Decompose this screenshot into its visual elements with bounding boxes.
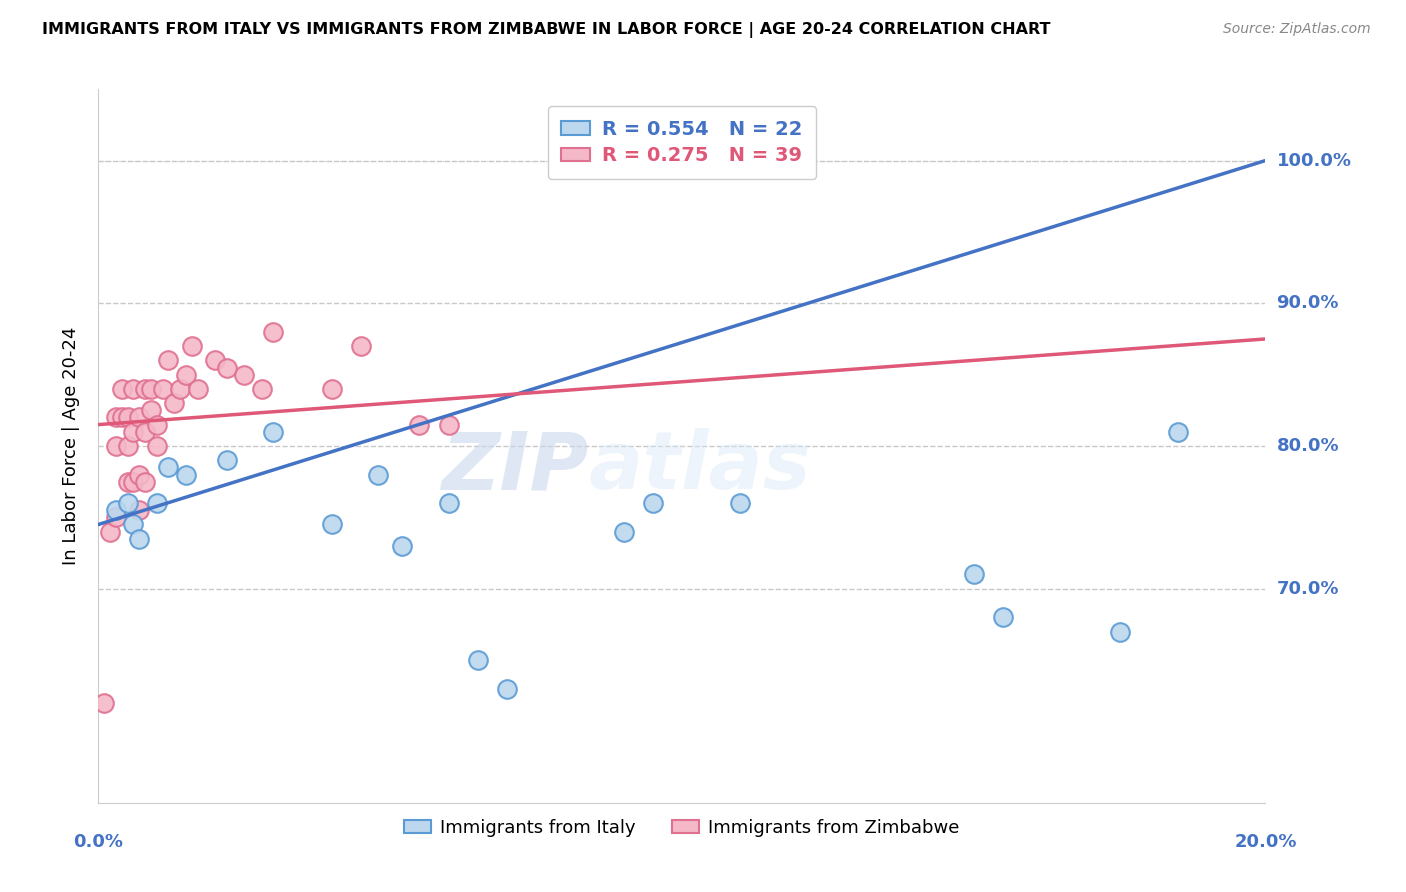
Point — [111, 382, 134, 396]
Point — [233, 368, 256, 382]
Point — [98, 524, 121, 539]
Point — [215, 360, 238, 375]
Point — [111, 410, 134, 425]
Point — [991, 610, 1014, 624]
Point — [128, 410, 150, 425]
Point — [187, 382, 209, 396]
Point — [134, 425, 156, 439]
Point — [437, 417, 460, 432]
Point — [321, 382, 343, 396]
Point — [146, 439, 169, 453]
Point — [152, 382, 174, 396]
Point — [117, 496, 139, 510]
Point — [1108, 624, 1130, 639]
Point — [174, 467, 197, 482]
Point — [117, 475, 139, 489]
Text: 100.0%: 100.0% — [1277, 152, 1351, 169]
Point — [134, 382, 156, 396]
Point — [117, 410, 139, 425]
Text: 20.0%: 20.0% — [1234, 833, 1296, 851]
Point — [169, 382, 191, 396]
Point — [122, 425, 145, 439]
Text: Source: ZipAtlas.com: Source: ZipAtlas.com — [1223, 22, 1371, 37]
Point — [262, 325, 284, 339]
Point — [157, 460, 180, 475]
Point — [139, 382, 162, 396]
Point — [250, 382, 273, 396]
Point — [215, 453, 238, 467]
Point — [641, 496, 664, 510]
Point — [496, 681, 519, 696]
Point — [467, 653, 489, 667]
Y-axis label: In Labor Force | Age 20-24: In Labor Force | Age 20-24 — [62, 326, 80, 566]
Point — [408, 417, 430, 432]
Text: atlas: atlas — [589, 428, 811, 507]
Text: 80.0%: 80.0% — [1277, 437, 1339, 455]
Point — [146, 417, 169, 432]
Point — [174, 368, 197, 382]
Text: 70.0%: 70.0% — [1277, 580, 1339, 598]
Point — [93, 696, 115, 710]
Point — [321, 517, 343, 532]
Text: ZIP: ZIP — [441, 428, 589, 507]
Point — [104, 439, 127, 453]
Point — [122, 517, 145, 532]
Text: 0.0%: 0.0% — [73, 833, 124, 851]
Point — [1167, 425, 1189, 439]
Text: 90.0%: 90.0% — [1277, 294, 1339, 312]
Point — [157, 353, 180, 368]
Point — [437, 496, 460, 510]
Point — [262, 425, 284, 439]
Point — [117, 439, 139, 453]
Point — [180, 339, 202, 353]
Text: IMMIGRANTS FROM ITALY VS IMMIGRANTS FROM ZIMBABWE IN LABOR FORCE | AGE 20-24 COR: IMMIGRANTS FROM ITALY VS IMMIGRANTS FROM… — [42, 22, 1050, 38]
Point — [104, 510, 127, 524]
Point — [104, 503, 127, 517]
Legend: Immigrants from Italy, Immigrants from Zimbabwe: Immigrants from Italy, Immigrants from Z… — [396, 812, 967, 844]
Point — [146, 496, 169, 510]
Point — [163, 396, 186, 410]
Point — [128, 467, 150, 482]
Point — [204, 353, 226, 368]
Point — [128, 503, 150, 517]
Point — [391, 539, 413, 553]
Point — [962, 567, 984, 582]
Point — [104, 410, 127, 425]
Point — [350, 339, 373, 353]
Point — [128, 532, 150, 546]
Point — [134, 475, 156, 489]
Point — [122, 475, 145, 489]
Point — [367, 467, 389, 482]
Point — [612, 524, 634, 539]
Point — [122, 382, 145, 396]
Point — [139, 403, 162, 417]
Point — [730, 496, 752, 510]
